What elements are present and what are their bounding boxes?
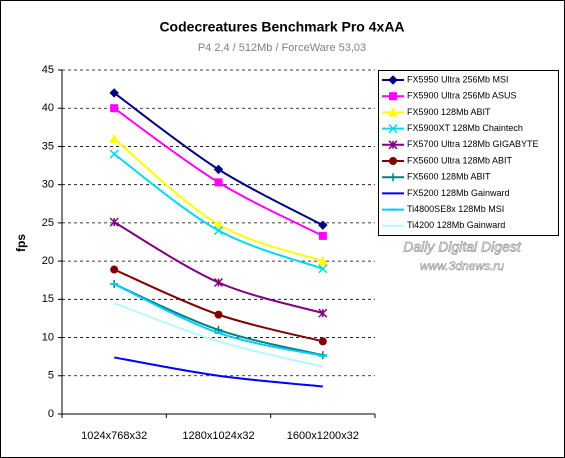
marker xyxy=(318,264,328,274)
y-tick-label: 10 xyxy=(42,331,54,343)
y-tick-label: 15 xyxy=(42,293,54,305)
watermark: Daily Digital Digest xyxy=(403,239,522,255)
marker xyxy=(318,231,327,240)
marker xyxy=(317,256,328,266)
chart-title: Codecreatures Benchmark Pro 4xAA xyxy=(159,19,404,35)
legend xyxy=(378,70,559,236)
marker xyxy=(214,178,223,187)
marker xyxy=(109,88,119,98)
legend-label: FX5600 Ultra 128Mb ABIT xyxy=(407,155,513,165)
legend-label: Ti4200 128Mb Gainward xyxy=(407,220,505,230)
marker xyxy=(213,219,224,229)
marker xyxy=(213,164,224,175)
marker xyxy=(213,277,224,288)
marker xyxy=(318,220,328,230)
marker xyxy=(388,107,398,117)
y-tick-label: 5 xyxy=(48,370,54,382)
marker xyxy=(109,149,119,159)
y-tick-label: 0 xyxy=(48,408,54,420)
y-tick-label: 45 xyxy=(42,64,54,76)
legend-label: FX5900XT 128Mb Chaintech xyxy=(407,123,523,133)
x-tick-label: 1600x1200x32 xyxy=(287,430,359,442)
chart-subtitle: P4 2,4 / 512Mb / ForceWare 53,03 xyxy=(198,42,366,54)
legend-label: FX5900 128Mb ABIT xyxy=(407,107,491,117)
marker xyxy=(109,133,120,143)
legend-label: FX5950 Ultra 256Mb MSI xyxy=(407,74,509,84)
marker xyxy=(389,173,397,182)
y-axis-label: fps xyxy=(14,234,28,252)
marker xyxy=(388,140,398,150)
legend-label: FX5200 128Mb Gainward xyxy=(407,188,510,198)
marker xyxy=(318,337,327,346)
marker xyxy=(388,75,398,85)
x-tick-label: 1280x1024x32 xyxy=(182,430,254,442)
legend-label: FX5900 Ultra 256Mb ASUS xyxy=(407,91,517,101)
line xyxy=(113,356,323,388)
marker xyxy=(109,217,119,227)
marker xyxy=(388,124,398,134)
watermark: www.3dnews.ru xyxy=(420,259,504,273)
marker xyxy=(110,265,119,274)
marker xyxy=(389,157,397,165)
y-tick-label: 25 xyxy=(42,217,54,229)
marker xyxy=(213,226,224,236)
legend-label: FX5700 Ultra 128Mb GIGABYTE xyxy=(407,139,539,149)
marker xyxy=(214,310,223,319)
y-tick-label: 40 xyxy=(42,102,54,114)
x-tick-label: 1024x768x32 xyxy=(81,430,147,442)
line xyxy=(113,302,324,368)
legend-label: Ti4800SE8x 128Mb MSI xyxy=(407,204,504,214)
marker xyxy=(110,104,119,113)
legend-label: FX5600 128Mb ABIT xyxy=(407,172,491,182)
marker xyxy=(389,92,397,101)
y-tick-label: 35 xyxy=(42,140,54,152)
marker xyxy=(318,308,328,318)
y-tick-label: 20 xyxy=(42,255,54,267)
y-tick-label: 30 xyxy=(42,179,54,191)
